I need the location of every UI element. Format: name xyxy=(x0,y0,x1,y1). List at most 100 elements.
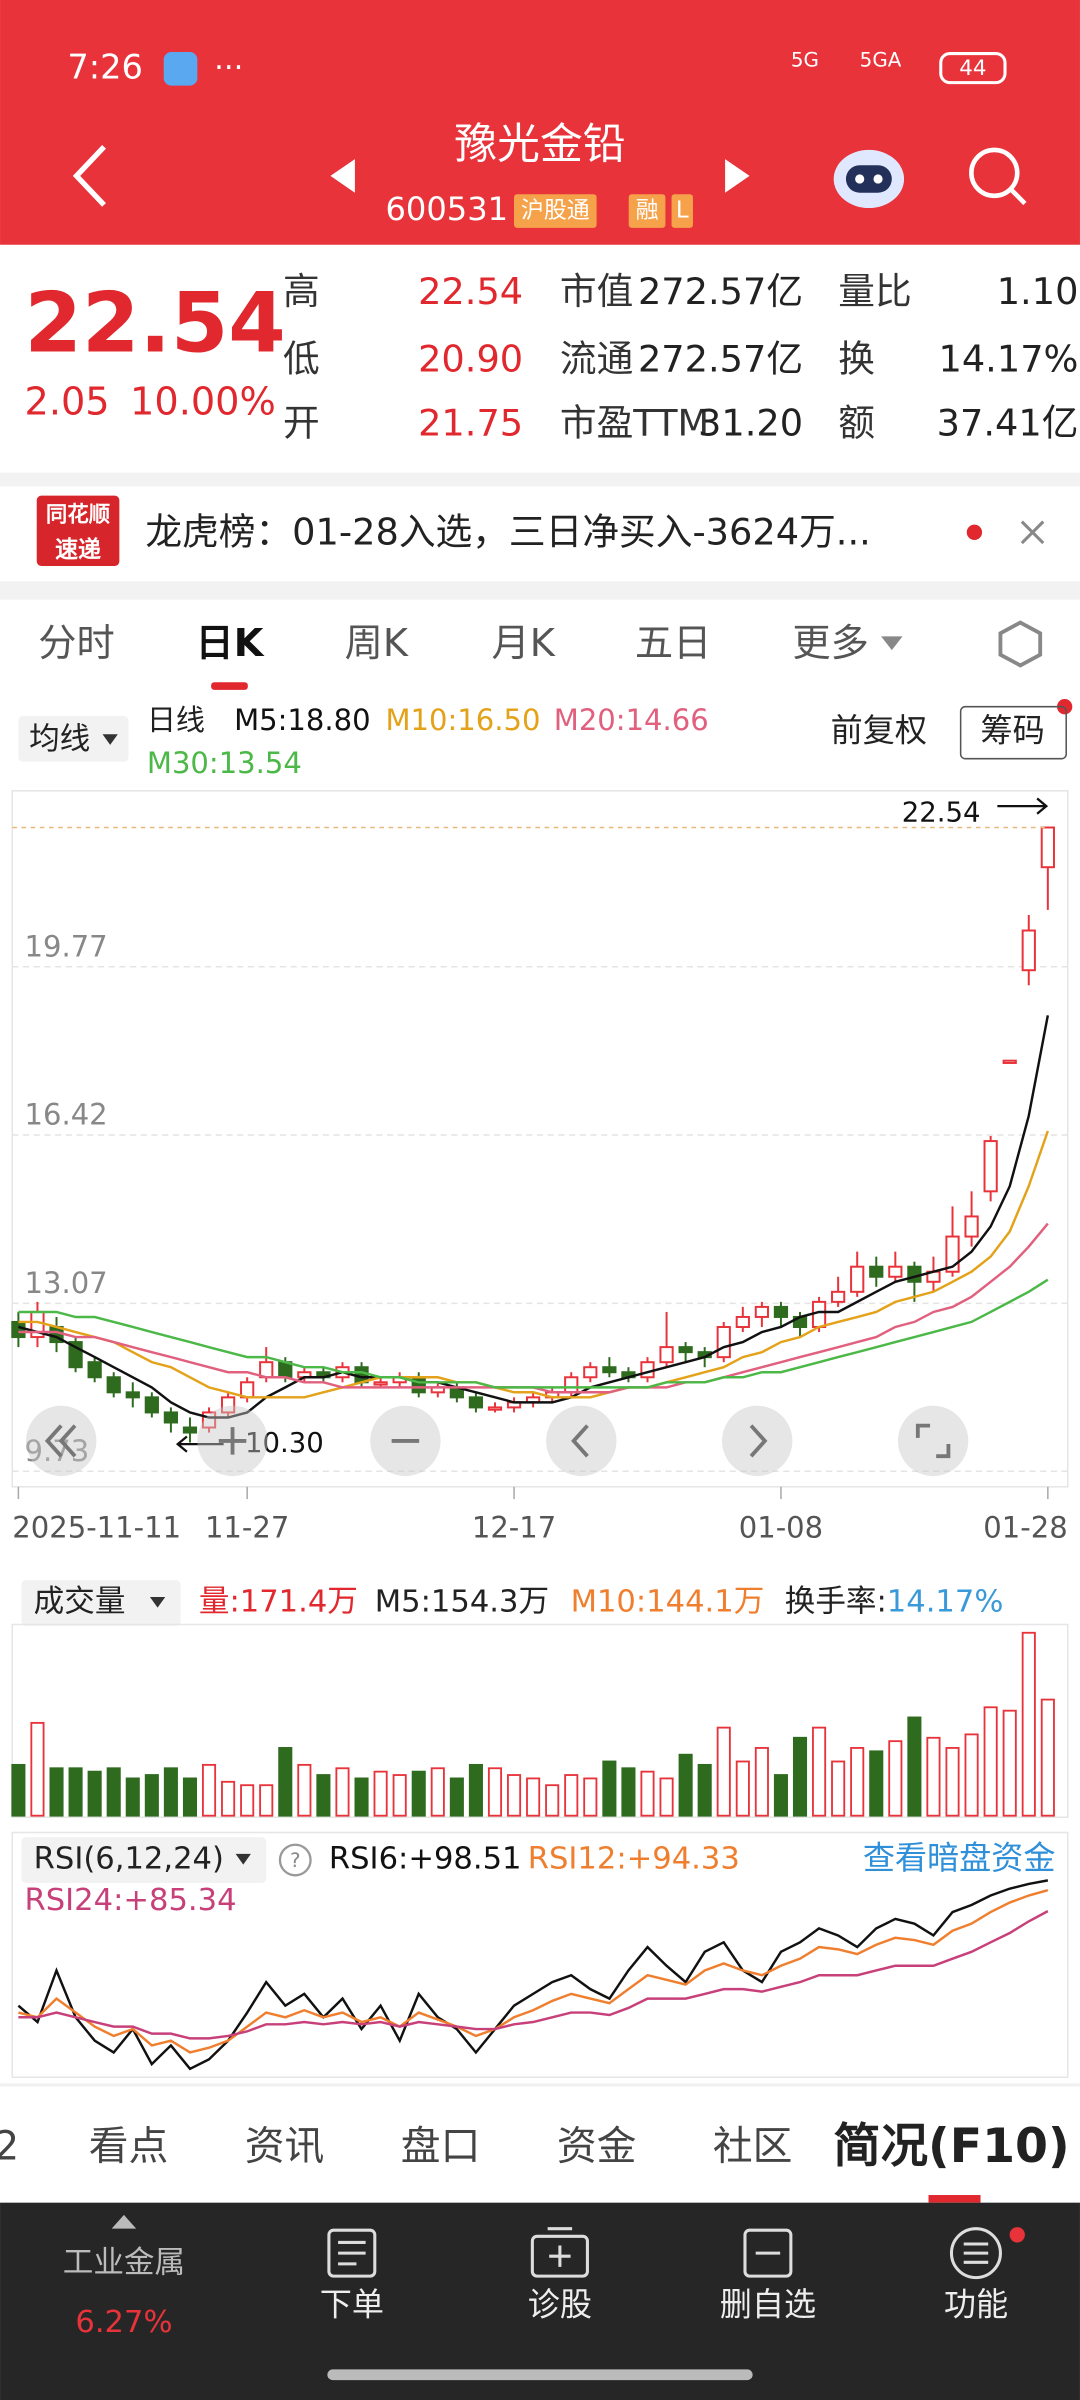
candle-body xyxy=(659,1346,674,1364)
nav-item[interactable]: 下单 xyxy=(320,2286,384,2324)
help-icon[interactable] xyxy=(278,1843,312,1877)
candle-body xyxy=(182,1426,198,1434)
bottom-tab[interactable]: 资金 xyxy=(557,2124,637,2170)
bottom-tab[interactable]: 社区 xyxy=(713,2124,793,2170)
volume-bar xyxy=(812,1726,827,1817)
volume-bar xyxy=(640,1770,655,1817)
period-tab[interactable]: 日K xyxy=(196,622,265,666)
network: 5G xyxy=(791,49,819,72)
period-tab[interactable]: 分时 xyxy=(38,622,114,666)
candle-body xyxy=(11,1320,26,1339)
rsi-button[interactable] xyxy=(21,1837,267,1883)
close-news[interactable] xyxy=(1020,520,1045,545)
volume-button[interactable] xyxy=(21,1580,181,1627)
volume-bar xyxy=(888,1740,903,1817)
field-label: 高 xyxy=(283,270,320,313)
period-tab[interactable]: 月K xyxy=(492,622,556,666)
rsi-chart xyxy=(17,1879,1049,2071)
period-tab[interactable]: 五日 xyxy=(635,622,711,666)
bottom-tab[interactable]: 看点 xyxy=(89,2124,169,2170)
dropdown-arrow xyxy=(149,1596,166,1608)
back-button[interactable] xyxy=(72,145,106,207)
scroll-left[interactable] xyxy=(546,1405,617,1477)
ma-legend: M30:13.54 xyxy=(147,746,302,780)
tag: 融 xyxy=(636,198,659,224)
nav-item[interactable]: 诊股 xyxy=(528,2286,592,2324)
period-tab[interactable]: 更多 xyxy=(792,622,868,666)
volume-legend: M5:154.3万 xyxy=(375,1585,549,1620)
candle-body xyxy=(964,1215,979,1238)
bottom-tab[interactable]: 资讯 xyxy=(245,2124,325,2170)
chips-button[interactable] xyxy=(959,705,1067,760)
nav-icons xyxy=(327,2227,1002,2280)
dark-pool-link[interactable]: 查看暗盘资金 xyxy=(863,1839,1056,1877)
volume-bar xyxy=(1002,1709,1017,1817)
candle-body xyxy=(487,1406,503,1411)
price: 22.54 xyxy=(25,275,286,371)
volume-bar xyxy=(983,1706,998,1817)
volume-bar xyxy=(316,1774,331,1817)
bottom-tab[interactable]: 简况(F10) xyxy=(833,2119,1070,2174)
candle-body xyxy=(888,1265,903,1278)
field-value: 272.57亿 xyxy=(638,337,803,380)
nav-items: 下单 诊股 删自选 功能 xyxy=(320,2286,1008,2324)
ma-button[interactable] xyxy=(18,715,129,762)
sector-name[interactable]: 工业金属 xyxy=(63,2245,185,2280)
volume-bar xyxy=(907,1716,922,1817)
field-value: 1.10 xyxy=(997,270,1079,313)
change-pct: 10.00% xyxy=(130,380,276,424)
volume-bar xyxy=(68,1767,83,1817)
x-tick-label: 2025-11-11 xyxy=(12,1511,181,1545)
next-stock[interactable] xyxy=(725,159,750,193)
candle-body xyxy=(583,1366,598,1379)
candle-body xyxy=(1040,826,1055,869)
notice-dot xyxy=(1009,2227,1025,2243)
scroll-right[interactable] xyxy=(722,1405,793,1477)
rsi-line xyxy=(18,1888,1049,2054)
volume-legend: M10:144.1万 xyxy=(571,1585,765,1620)
field-label: 开 xyxy=(283,402,320,445)
volume-bar xyxy=(106,1767,121,1817)
volume-bar xyxy=(411,1770,426,1817)
tag: 沪股通 xyxy=(521,198,590,224)
fullscreen[interactable] xyxy=(897,1405,969,1477)
ma-line xyxy=(18,1130,1049,1399)
adjust-label[interactable]: 前复权 xyxy=(831,712,927,750)
expand-arrow xyxy=(111,2214,137,2229)
settings-button[interactable] xyxy=(998,620,1043,668)
period-tab[interactable]: 周K xyxy=(345,622,409,666)
prev-stock[interactable] xyxy=(330,159,355,193)
field-label: 市盈TTM xyxy=(560,402,709,445)
nav-item[interactable]: 删自选 xyxy=(720,2286,816,2324)
volume-bar xyxy=(201,1763,217,1817)
volume-bar xyxy=(30,1721,45,1817)
bottom-tab[interactable]: 盘口 xyxy=(401,2124,481,2170)
bottom-tab[interactable]: 2 xyxy=(0,2124,19,2170)
candle-body xyxy=(564,1376,579,1394)
field-value: 31.20 xyxy=(698,402,803,445)
nav-item[interactable]: 功能 xyxy=(944,2286,1008,2324)
candle-body xyxy=(831,1290,846,1303)
news-source: 同花顺 xyxy=(46,501,110,527)
volume-bar xyxy=(449,1777,464,1817)
robot-button[interactable] xyxy=(833,149,905,209)
period-label: 日线 xyxy=(147,703,205,737)
search-button[interactable] xyxy=(969,147,1027,206)
rsi-frame xyxy=(11,1831,1069,2079)
candle-body xyxy=(754,1305,769,1318)
x-tick-label: 11-27 xyxy=(205,1511,289,1545)
tag-bg xyxy=(671,194,693,228)
volume-bar xyxy=(773,1774,788,1817)
field-value: 37.41亿 xyxy=(937,402,1079,445)
turnover-value: 14.17% xyxy=(887,1585,1004,1620)
news-text[interactable]: 龙虎榜：01-28入选，三日净买入-3624万... xyxy=(145,510,870,553)
field-value: 14.17% xyxy=(938,337,1078,380)
x-tick-label: 12-17 xyxy=(472,1511,556,1545)
volume-bar xyxy=(926,1736,941,1817)
divider xyxy=(0,581,1080,600)
chart-controls xyxy=(26,1405,969,1477)
sector-change: 6.27% xyxy=(75,2305,172,2340)
